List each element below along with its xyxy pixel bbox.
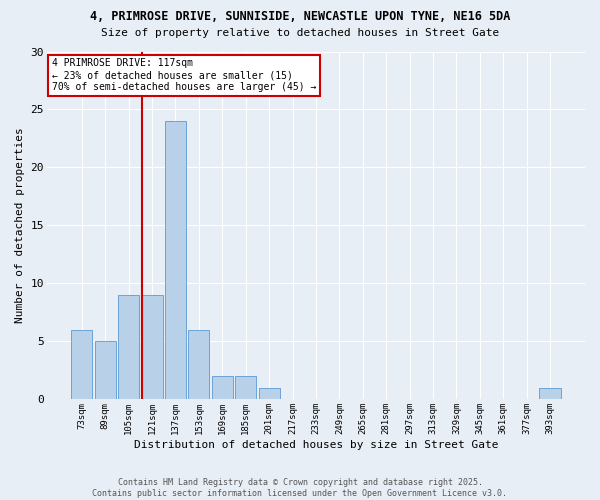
Bar: [235, 376, 256, 400]
Bar: [118, 295, 139, 400]
Text: 4 PRIMROSE DRIVE: 117sqm
← 23% of detached houses are smaller (15)
70% of semi-d: 4 PRIMROSE DRIVE: 117sqm ← 23% of detach…: [52, 58, 317, 92]
Bar: [212, 376, 233, 400]
Bar: [259, 388, 280, 400]
Text: Contains HM Land Registry data © Crown copyright and database right 2025.
Contai: Contains HM Land Registry data © Crown c…: [92, 478, 508, 498]
X-axis label: Distribution of detached houses by size in Street Gate: Distribution of detached houses by size …: [134, 440, 498, 450]
Text: 4, PRIMROSE DRIVE, SUNNISIDE, NEWCASTLE UPON TYNE, NE16 5DA: 4, PRIMROSE DRIVE, SUNNISIDE, NEWCASTLE …: [90, 10, 510, 23]
Text: Size of property relative to detached houses in Street Gate: Size of property relative to detached ho…: [101, 28, 499, 38]
Bar: [95, 342, 116, 400]
Bar: [188, 330, 209, 400]
Bar: [71, 330, 92, 400]
Bar: [539, 388, 560, 400]
Bar: [142, 295, 163, 400]
Y-axis label: Number of detached properties: Number of detached properties: [15, 128, 25, 324]
Bar: [165, 121, 186, 400]
